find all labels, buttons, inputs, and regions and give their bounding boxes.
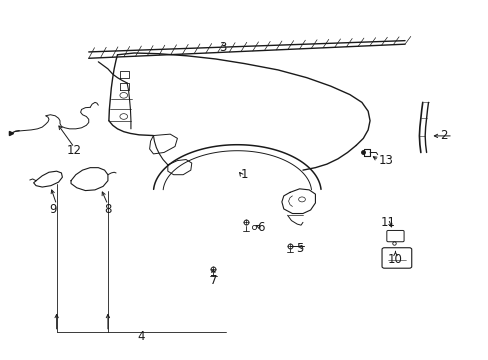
Text: 11: 11 — [380, 216, 395, 229]
Text: 12: 12 — [67, 144, 81, 157]
Text: 2: 2 — [439, 129, 446, 143]
Text: 13: 13 — [378, 154, 392, 167]
Text: 9: 9 — [49, 203, 57, 216]
Text: 10: 10 — [387, 253, 402, 266]
Text: 8: 8 — [104, 203, 111, 216]
Text: 6: 6 — [257, 221, 264, 234]
Text: 7: 7 — [209, 274, 217, 287]
Text: 4: 4 — [138, 330, 145, 343]
Text: 1: 1 — [240, 168, 248, 181]
Text: 5: 5 — [295, 242, 303, 255]
Text: 3: 3 — [219, 41, 226, 54]
